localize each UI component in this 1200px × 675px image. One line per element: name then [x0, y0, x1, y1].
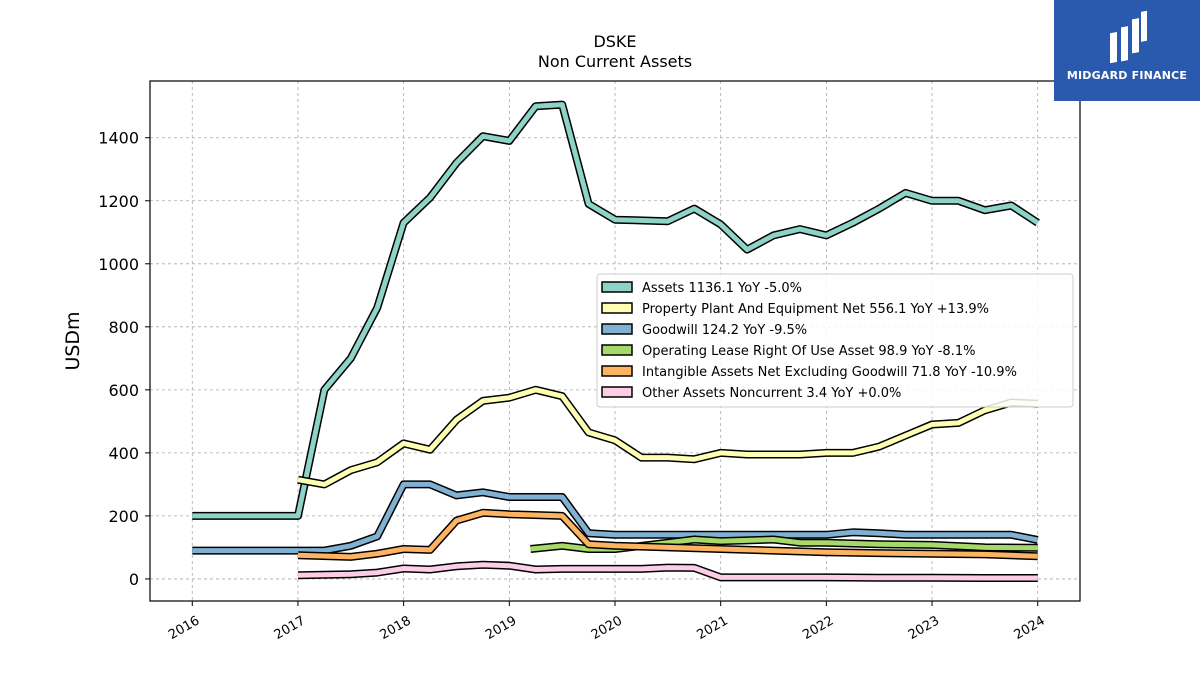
x-tick-label: 2023: [906, 613, 942, 643]
legend-box: [596, 273, 1074, 408]
legend-label: Operating Lease Right Of Use Asset 98.9 …: [642, 344, 975, 359]
legend-swatch: [601, 323, 633, 335]
series-line: [297, 510, 1038, 560]
y-axis-ticks: 0 200 400 600 800 1000 1200 1400: [98, 129, 150, 589]
series-3: [530, 535, 1038, 553]
brand-logo-mark-icon: [1110, 10, 1147, 64]
legend-label: Intangible Assets Net Excluding Goodwill…: [642, 365, 1017, 380]
x-tick-label: 2019: [483, 613, 519, 643]
y-tick-label: 1200: [98, 192, 139, 211]
series-layer: [192, 100, 1040, 582]
legend-label: Property Plant And Equipment Net 556.1 Y…: [642, 302, 989, 317]
series-2: [192, 480, 1039, 555]
y-tick-label: 1000: [98, 255, 139, 274]
y-tick-label: 800: [108, 318, 139, 337]
series-1: [297, 385, 1038, 489]
legend-swatch: [601, 344, 633, 356]
series-line: [530, 537, 1038, 552]
legend-label: Other Assets Noncurrent 3.4 YoY +0.0%: [642, 386, 901, 401]
series-line: [297, 562, 1038, 581]
series-4: [297, 508, 1038, 561]
y-tick-label: 0: [129, 570, 139, 589]
y-tick-label: 400: [108, 444, 139, 463]
legend-swatch: [601, 302, 633, 314]
legend-label: Assets 1136.1 YoY -5.0%: [642, 281, 802, 296]
brand-logo: MIDGARD FINANCE: [1054, 0, 1200, 101]
series-line: [192, 102, 1040, 519]
x-tick-label: 2016: [166, 613, 202, 643]
brand-name: MIDGARD FINANCE: [1066, 69, 1188, 82]
x-tick-label: 2024: [1012, 613, 1048, 643]
y-tick-label: 200: [108, 507, 139, 526]
x-tick-label: 2020: [589, 613, 625, 643]
legend-swatch: [601, 386, 633, 398]
series-line: [297, 387, 1038, 487]
chart-title: DSKE: [593, 32, 636, 51]
series-0: [192, 100, 1040, 520]
y-tick-label: 600: [108, 381, 139, 400]
x-tick-label: 2018: [377, 613, 413, 643]
x-tick-label: 2022: [800, 613, 836, 643]
series-5: [297, 560, 1038, 582]
legend-swatch: [601, 281, 633, 293]
chart-subtitle: Non Current Assets: [538, 52, 692, 71]
y-tick-label: 1400: [98, 129, 139, 148]
y-axis-label: USDm: [62, 311, 84, 370]
x-axis-ticks: 2016 2017 2018 2019 2020 2021 2022 2023 2024: [166, 601, 1048, 643]
legend-swatch: [601, 365, 633, 377]
legend: Assets 1136.1 YoY -5.0% Property Plant An…: [596, 273, 1074, 408]
x-tick-label: 2021: [695, 613, 731, 643]
legend-label: Goodwill 124.2 YoY -9.5%: [642, 323, 807, 338]
series-line: [192, 481, 1039, 554]
x-tick-label: 2017: [272, 613, 308, 643]
